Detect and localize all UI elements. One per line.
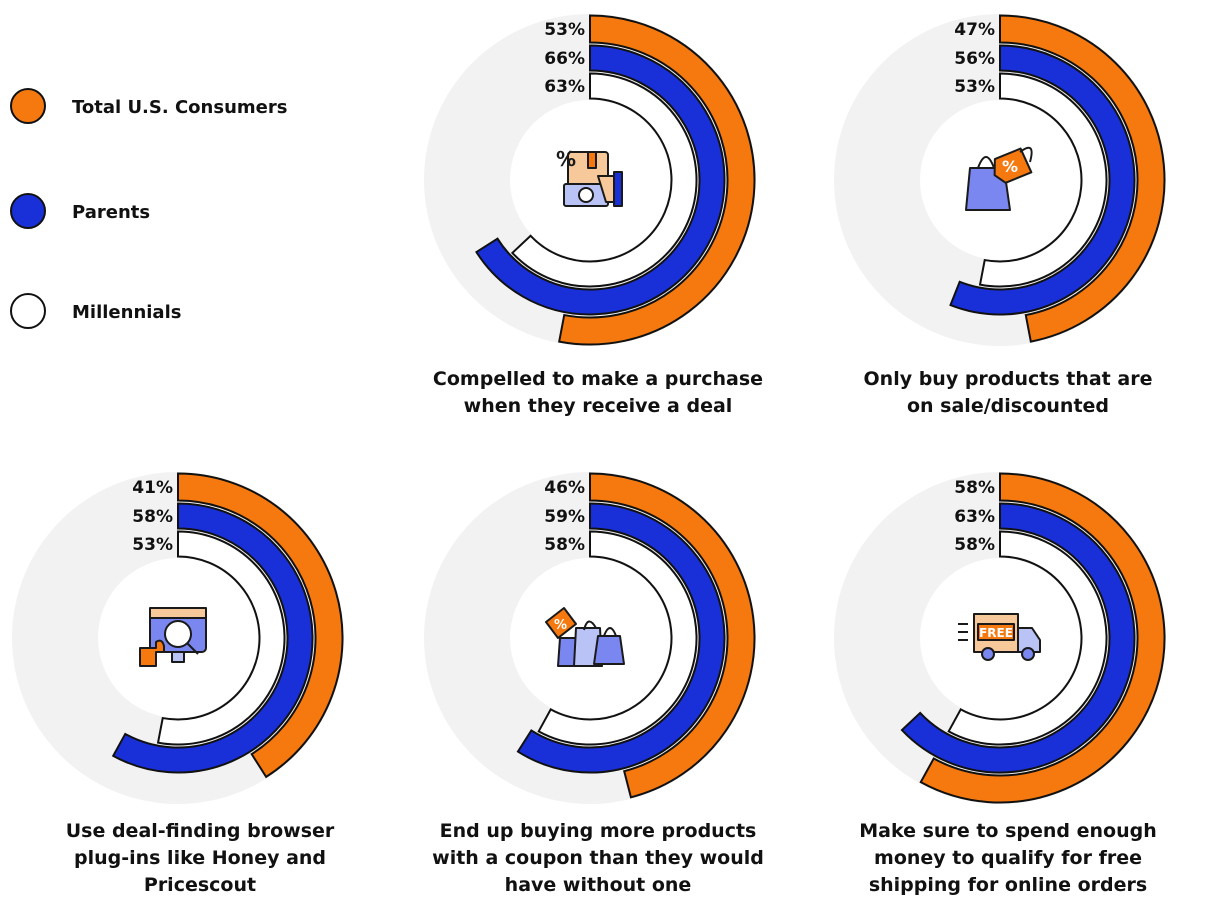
arc-total	[589, 472, 756, 799]
value-label-millennials: 63%	[544, 77, 585, 97]
legend-label-millennials: Millennials	[72, 302, 182, 323]
free-label: FREE	[979, 626, 1013, 640]
caption-line: Use deal-finding browser	[65, 820, 335, 842]
caption-line: shipping for online orders	[868, 874, 1148, 896]
chart-panel-1: 53% 66% 63%% Compelled to make a purchase …	[398, 0, 798, 450]
svg-text:%: %	[556, 147, 576, 171]
value-label-total: 58%	[954, 478, 995, 498]
value-label-parents: 59%	[544, 507, 585, 527]
radial-chart-1: 53% 66% 63%%	[424, 14, 756, 346]
value-label-parents: 58%	[132, 507, 173, 527]
legend-item-total: Total U.S. Consumers	[10, 88, 330, 128]
caption-line: when they receive a deal	[463, 395, 733, 417]
chart-caption-3: Use deal-finding browser plug-ins like H…	[0, 818, 400, 899]
caption-line: with a coupon than they would	[432, 847, 764, 869]
svg-text:%: %	[554, 618, 567, 633]
arc-total	[919, 472, 1166, 804]
value-label-millennials: 53%	[954, 77, 995, 97]
radial-chart-3: 41% 58% 53%	[12, 472, 344, 804]
value-label-parents: 56%	[954, 49, 995, 69]
caption-line: on sale/discounted	[906, 395, 1110, 417]
value-label-total: 53%	[544, 20, 585, 40]
caption-line: plug-ins like Honey and	[73, 847, 327, 869]
chart-caption-1: Compelled to make a purchase when they r…	[398, 366, 798, 420]
legend-swatch-total	[10, 88, 46, 124]
arc-parents	[949, 44, 1136, 316]
arc-total	[999, 14, 1166, 343]
hand-cash-icon: %	[556, 147, 623, 207]
chart-caption-5: Make sure to spend enough money to quali…	[808, 818, 1208, 899]
arc-millennials	[156, 530, 286, 746]
chart-panel-4: 46% 59% 58%% End up buying more products w…	[398, 445, 798, 896]
value-label-parents: 66%	[544, 49, 585, 69]
radial-chart-5: 58% 63% 58% FREE	[834, 472, 1166, 804]
value-label-millennials: 53%	[132, 535, 173, 555]
arc-millennials	[510, 72, 698, 288]
free-shipping-truck-icon: FREE	[958, 613, 1041, 661]
caption-line: Compelled to make a purchase	[432, 368, 764, 390]
arc-total	[177, 472, 344, 779]
arc-millennials	[537, 530, 698, 746]
caption-line: Make sure to spend enough	[859, 820, 1157, 842]
sale-bag-icon: %	[965, 146, 1033, 211]
arc-parents	[475, 44, 726, 316]
value-label-millennials: 58%	[954, 535, 995, 555]
legend-swatch-millennials	[10, 293, 46, 329]
legend-label-total: Total U.S. Consumers	[72, 97, 288, 118]
radial-chart-4: 46% 59% 58%%	[424, 472, 756, 804]
value-label-total: 47%	[954, 20, 995, 40]
caption-line: Only buy products that are	[863, 368, 1153, 390]
legend-item-parents: Parents	[10, 193, 330, 233]
chart-panel-2: 47% 56% 53%% Only buy products that are on…	[808, 0, 1208, 450]
arc-total	[558, 14, 756, 346]
radial-chart-2: 47% 56% 53%%	[834, 14, 1166, 346]
caption-line: End up buying more products	[439, 820, 757, 842]
shopping-bags-icon: %	[545, 607, 625, 667]
chart-caption-2: Only buy products that are on sale/disco…	[808, 366, 1208, 420]
chart-caption-4: End up buying more products with a coupo…	[398, 818, 798, 899]
browser-plugin-icon	[139, 607, 207, 667]
legend-label-parents: Parents	[72, 202, 151, 223]
chart-panel-3: 41% 58% 53% Use deal-finding browser plug-…	[0, 445, 400, 896]
caption-line: Pricescout	[143, 874, 257, 896]
arc-millennials	[947, 530, 1108, 746]
value-label-parents: 63%	[954, 507, 995, 527]
svg-text:%: %	[1002, 157, 1018, 176]
caption-line: have without one	[504, 874, 692, 896]
arc-millennials	[978, 72, 1108, 288]
chart-panel-5: 58% 63% 58% FREE Make sure to spend enough …	[808, 445, 1208, 896]
value-label-total: 46%	[544, 478, 585, 498]
caption-line: money to qualify for free	[874, 847, 1142, 869]
arc-parents	[900, 502, 1136, 774]
legend-swatch-parents	[10, 193, 46, 229]
legend-item-millennials: Millennials	[10, 293, 330, 333]
value-label-total: 41%	[132, 478, 173, 498]
arc-parents	[111, 502, 314, 774]
arc-parents	[516, 502, 726, 774]
value-label-millennials: 58%	[544, 535, 585, 555]
